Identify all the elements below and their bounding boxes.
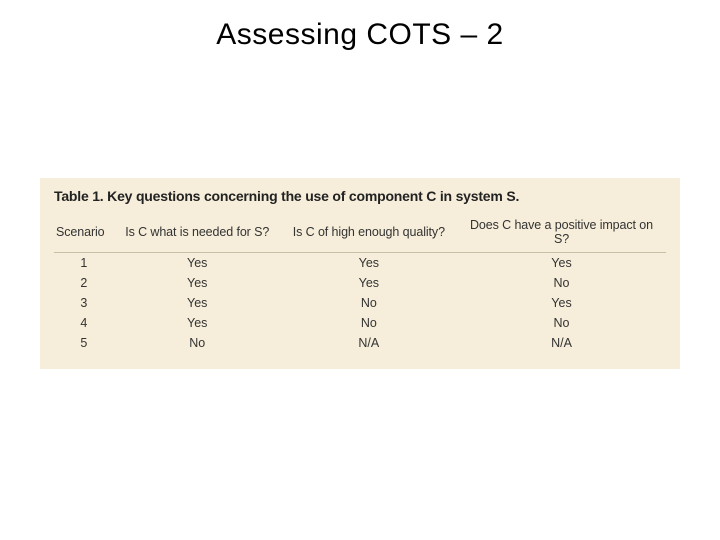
slide: Assessing COTS – 2 Table 1. Key question… (0, 0, 720, 540)
cell-impact: No (457, 313, 666, 333)
cell-quality: No (281, 293, 457, 313)
cots-table: Scenario Is C what is needed for S? Is C… (54, 214, 666, 353)
cell-impact: Yes (457, 253, 666, 274)
cell-impact: N/A (457, 333, 666, 353)
cell-needed: Yes (114, 273, 281, 293)
cell-quality: N/A (281, 333, 457, 353)
cell-needed: Yes (114, 293, 281, 313)
table-caption: Table 1. Key questions concerning the us… (54, 188, 666, 204)
cell-needed: No (114, 333, 281, 353)
table-row: 3 Yes No Yes (54, 293, 666, 313)
cell-impact: No (457, 273, 666, 293)
table-row: 5 No N/A N/A (54, 333, 666, 353)
table-row: 1 Yes Yes Yes (54, 253, 666, 274)
table-container: Table 1. Key questions concerning the us… (40, 178, 680, 369)
col-header-quality: Is C of high enough quality? (281, 214, 457, 253)
cell-quality: Yes (281, 253, 457, 274)
col-header-needed: Is C what is needed for S? (114, 214, 281, 253)
table-row: 2 Yes Yes No (54, 273, 666, 293)
cell-scenario: 1 (54, 253, 114, 274)
cell-scenario: 5 (54, 333, 114, 353)
table-header-row: Scenario Is C what is needed for S? Is C… (54, 214, 666, 253)
cell-scenario: 3 (54, 293, 114, 313)
table-row: 4 Yes No No (54, 313, 666, 333)
cell-quality: Yes (281, 273, 457, 293)
cell-quality: No (281, 313, 457, 333)
col-header-scenario: Scenario (54, 214, 114, 253)
col-header-impact: Does C have a positive impact on S? (457, 214, 666, 253)
cell-scenario: 4 (54, 313, 114, 333)
cell-scenario: 2 (54, 273, 114, 293)
cell-needed: Yes (114, 313, 281, 333)
cell-needed: Yes (114, 253, 281, 274)
cell-impact: Yes (457, 293, 666, 313)
slide-title: Assessing COTS – 2 (0, 18, 720, 52)
